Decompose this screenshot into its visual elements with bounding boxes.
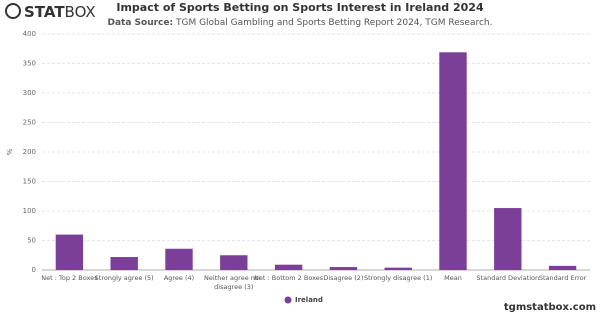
label-line: Strongly agree (5) [95, 274, 154, 282]
x-tick-label: Disagree (2) [323, 274, 363, 282]
x-tick-label: Strongly disagree (1) [364, 274, 432, 282]
logo-icon [5, 3, 21, 19]
label-line: Agree (4) [164, 274, 194, 282]
x-tick-label: Mean [444, 274, 462, 282]
bar [55, 234, 84, 270]
bar [274, 264, 303, 270]
logo: STATBOX [5, 3, 96, 21]
logo-bold: STAT [24, 3, 65, 21]
y-axis-label: % [6, 148, 14, 155]
bar [384, 267, 412, 270]
subtitle-label: Data Source: [107, 18, 173, 28]
x-tick-label: Standard Error [539, 274, 587, 282]
label-line: Net : Bottom 2 Boxes [254, 274, 324, 282]
label-line: Neither agree nor [204, 274, 264, 282]
x-tick-label: Net : Top 2 Boxes [41, 274, 98, 282]
label-line: Strongly disagree (1) [364, 274, 432, 282]
bar [110, 257, 138, 270]
x-tick-label: Strongly agree (5) [95, 274, 154, 282]
x-tick-label: Neither agree nor disagree (3) [204, 274, 264, 291]
bar [494, 208, 522, 270]
y-tick-label: 300 [23, 89, 36, 97]
bar [165, 248, 193, 270]
bar [329, 267, 358, 270]
footer: tgmstatbox.com [504, 302, 596, 313]
y-tick-label: 400 [23, 30, 36, 38]
legend-label: Ireland [295, 296, 323, 304]
logo-text: STATBOX [24, 3, 96, 21]
label-line: Disagree (2) [323, 274, 363, 282]
chart-title: Impact of Sports Betting on Sports Inter… [116, 1, 484, 14]
bar [439, 52, 467, 270]
y-tick-label: 200 [23, 148, 36, 156]
bar [220, 255, 248, 270]
chart-subtitle: Data Source: TGM Global Gambling and Spo… [107, 18, 492, 28]
y-tick-label: 350 [23, 60, 36, 68]
y-tick-label: 150 [23, 178, 36, 186]
y-tick-label: 50 [27, 237, 36, 245]
label-line: Mean [444, 274, 462, 282]
subtitle-text: TGM Global Gambling and Sports Betting R… [175, 18, 493, 28]
y-tick-label: 250 [23, 119, 36, 127]
bar [548, 265, 577, 270]
label-line: Standard Deviation [476, 274, 539, 282]
x-tick-label: Net : Bottom 2 Boxes [254, 274, 324, 282]
legend-marker [284, 296, 292, 304]
x-tick-label: Agree (4) [164, 274, 194, 282]
x-tick-label: Standard Deviation [476, 274, 539, 282]
label-line: Standard Error [539, 274, 587, 282]
y-tick-label: 0 [32, 266, 36, 274]
y-tick-label: 100 [23, 207, 36, 215]
label-line: Net : Top 2 Boxes [41, 274, 98, 282]
label-line: disagree (3) [214, 283, 253, 291]
logo-light: BOX [65, 3, 96, 21]
